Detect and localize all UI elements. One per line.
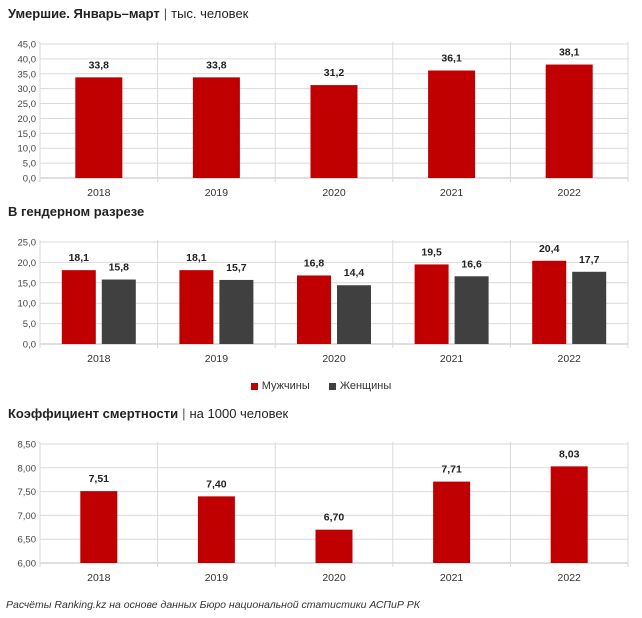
y-tick-label: 25,0 [18,99,37,110]
data-label: 14,4 [344,267,365,279]
legend-swatch-men [250,382,258,390]
y-tick-label: 7,00 [18,511,37,522]
y-tick-label: 20,0 [18,114,37,125]
chart1-title-unit: тыс. человек [171,6,249,21]
y-tick-label: 15,0 [18,129,37,140]
deaths-chart: 0,0 5,0 10,0 15,0 20,0 25,0 30,0 35,0 40,0 45,0 33… [18,40,629,199]
gender-bar-2022-men [532,260,567,344]
y-tick-label: 20,0 [18,258,37,269]
y-tick-label: 6,50 [18,535,37,546]
legend-label-women: Женщины [339,380,392,392]
x-tick-label: 2019 [205,187,229,199]
data-label: 6,70 [324,512,345,524]
y-tick-label: 15,0 [18,278,37,289]
gender-bar-2020-men [297,275,331,344]
legend-item-men: Мужчины [250,380,310,392]
deaths-bar-2021 [428,70,476,178]
x-tick-label: 2020 [322,353,346,365]
data-label: 15,8 [109,262,130,274]
gender-bar-2021-men [414,264,449,344]
y-tick-label: 6,00 [18,559,37,570]
y-tick-label: 25,0 [18,238,37,249]
source-note: Расчёты Ranking.kz на основе данных Бюро… [6,599,420,611]
y-tick-label: 30,0 [18,84,37,95]
gender-bar-2021-women [454,276,489,344]
y-tick-label: 7,50 [18,487,37,498]
rate-bar-2021 [433,481,471,563]
chart1-title-main: Умершие. Январь–март [8,6,160,21]
x-tick-label: 2022 [558,572,582,584]
data-label: 33,8 [206,59,227,71]
data-label: 19,5 [421,246,442,258]
data-label: 16,8 [304,257,325,269]
gender-bar-2018-men [61,270,96,344]
y-tick-label: 0,0 [23,174,36,185]
data-label: 7,51 [89,473,110,485]
data-label: 16,6 [461,258,482,270]
y-tick-label: 0,0 [23,340,36,351]
chart1-title: Умершие. Январь–март | тыс. человек [8,6,248,21]
chart2-title: В гендерном разрезе [8,204,144,219]
y-tick-label: 35,0 [18,69,37,80]
gender-chart: 0,0 5,0 10,0 15,0 20,0 25,0 18,1 15,8 2018 18,1 15… [18,238,629,365]
gender-bar-2018-women [101,279,136,344]
data-label: 33,8 [89,59,110,71]
x-tick-label: 2019 [205,353,229,365]
y-tick-label: 8,00 [18,463,37,474]
data-label: 15,7 [226,262,247,274]
chart2-title-main: В гендерном разрезе [8,204,145,219]
gender-bar-2020-women [337,285,371,344]
x-tick-label: 2022 [558,187,582,199]
data-label: 17,7 [579,254,600,266]
legend-swatch-women [328,382,336,390]
y-tick-label: 10,0 [18,144,37,155]
title-separator: | [163,6,168,21]
deaths-bar-2019 [192,77,240,178]
deaths-bar-2022 [545,64,593,178]
data-label: 7,40 [206,478,227,490]
y-tick-label: 45,0 [18,40,37,51]
title-separator: | [182,406,186,421]
data-label: 7,71 [441,464,462,476]
gender-legend: Мужчины Женщины [0,380,642,393]
mortality-rate-chart: 6,00 6,50 7,00 7,50 8,00 8,50 7,51 2018 7,40 2019… [18,440,629,584]
chart3-title: Коэффициент смертности | на 1000 человек [8,406,288,421]
y-tick-label: 5,0 [23,159,36,170]
rate-bar-2020 [315,529,353,563]
x-tick-label: 2021 [440,353,464,365]
y-tick-label: 40,0 [18,54,37,65]
data-label: 38,1 [559,47,580,59]
x-tick-label: 2018 [87,353,111,365]
x-tick-label: 2022 [558,353,582,365]
gender-bar-2019-women [219,279,254,344]
x-tick-label: 2019 [205,572,229,584]
chart3-title-unit: на 1000 человек [189,406,289,421]
x-tick-label: 2021 [440,187,464,199]
y-tick-label: 10,0 [18,299,37,310]
gender-bar-2022-women [572,271,607,344]
rate-bar-2019 [197,496,235,563]
rate-bar-2018 [80,491,118,563]
data-label: 20,4 [539,243,560,255]
x-tick-label: 2020 [322,187,346,199]
chart3-title-main: Коэффициент смертности [8,406,179,421]
x-tick-label: 2020 [322,572,346,584]
data-label: 18,1 [186,252,207,264]
x-tick-label: 2018 [87,187,111,199]
legend-label-men: Мужчины [261,380,310,392]
y-tick-label: 5,0 [23,319,36,330]
x-tick-label: 2021 [440,572,464,584]
rate-bar-2022 [550,466,588,563]
x-tick-label: 2018 [87,572,111,584]
gender-bar-2019-men [179,270,214,344]
data-label: 31,2 [324,67,345,79]
deaths-bar-2020 [310,85,358,178]
y-tick-label: 8,50 [18,440,37,451]
data-label: 18,1 [69,252,90,264]
data-label: 8,03 [559,448,580,460]
data-label: 36,1 [441,53,462,65]
deaths-bar-2018 [75,77,123,178]
legend-item-women: Женщины [328,380,392,392]
